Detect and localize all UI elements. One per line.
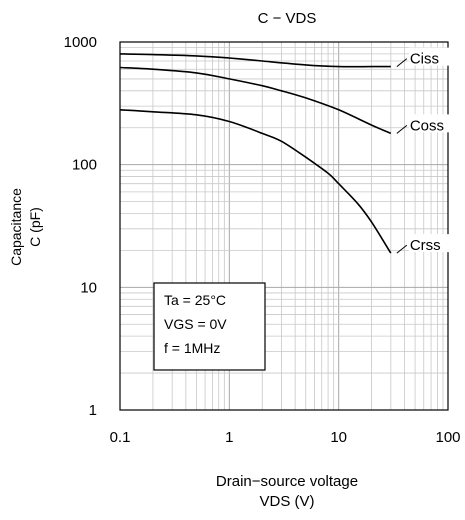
y-axis-label-line2: C (pF) (27, 207, 43, 247)
y-tick-label: 1 (89, 402, 97, 419)
x-tick-labels: 0.1 1 10 100 (110, 429, 461, 446)
x-tick-label: 0.1 (110, 429, 131, 446)
y-tick-labels: 1 10 100 1000 (64, 34, 97, 419)
x-tick-label: 1 (225, 429, 233, 446)
plot-border (119, 41, 449, 411)
conditions-box-border (153, 282, 266, 371)
series-line-crss (119, 109, 392, 254)
series-lines (119, 53, 392, 254)
x-tick-label: 100 (435, 429, 460, 446)
series-label-background (408, 47, 451, 66)
x-axis-label-line2: VDS (V) (259, 493, 314, 510)
series-label-background (408, 114, 451, 133)
series-line-coss (119, 66, 392, 135)
chart-title: C − VDS (258, 10, 317, 27)
plot-frame (119, 41, 449, 411)
y-tick-label: 1000 (64, 34, 97, 51)
series-label-crss: Crss (410, 237, 441, 254)
series-label-background (408, 234, 451, 253)
y-tick-label: 10 (80, 279, 97, 296)
condition-line: Ta = 25°C (164, 292, 226, 308)
condition-line: f = 1MHz (164, 340, 220, 356)
series-line-ciss (119, 53, 391, 68)
grid (120, 42, 448, 410)
x-axis-label-line1: Drain−source voltage (216, 473, 358, 490)
series-label-leader (396, 58, 408, 68)
condition-line: VGS = 0V (164, 316, 227, 332)
series-labels: Ciss Coss Crss (396, 47, 451, 254)
conditions-box: Ta = 25°C VGS = 0V f = 1MHz (153, 282, 266, 371)
series-label-leader (396, 124, 408, 134)
series-label-ciss: Ciss (410, 51, 439, 68)
series-label-coss: Coss (410, 117, 444, 134)
x-tick-label: 10 (330, 429, 347, 446)
y-axis-label-line1: Capacitance (8, 188, 24, 266)
series-label-leader (396, 244, 408, 254)
y-tick-label: 100 (72, 157, 97, 174)
